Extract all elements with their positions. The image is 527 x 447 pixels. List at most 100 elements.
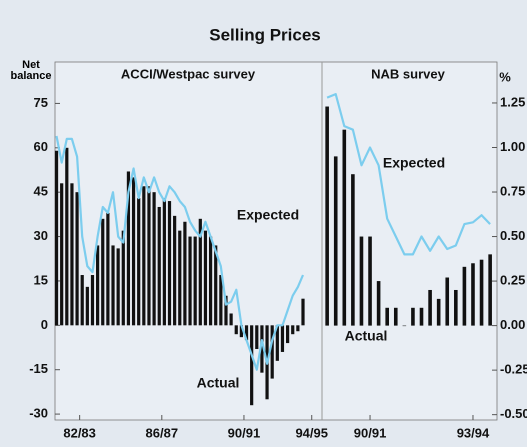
y-tick-label: 0.75 (500, 183, 525, 198)
bar (471, 263, 475, 326)
bar (411, 307, 415, 326)
bar (454, 289, 458, 326)
bar (291, 325, 295, 335)
bar (60, 183, 64, 326)
bar (224, 295, 228, 326)
bar (80, 275, 84, 326)
bar (70, 183, 74, 326)
series-label: Expected (383, 155, 445, 171)
bar (385, 307, 389, 326)
bar (333, 156, 338, 326)
bar (101, 218, 105, 326)
y-tick-label: -0.25 (500, 362, 527, 377)
bar (142, 186, 146, 326)
bar (479, 259, 484, 326)
bar (90, 275, 95, 326)
bar (173, 215, 177, 326)
bar (351, 174, 355, 326)
x-tick-label: 94/95 (295, 425, 328, 440)
bar (157, 206, 161, 326)
series-label: Expected (237, 207, 299, 223)
bar (368, 236, 372, 326)
bar (229, 313, 233, 326)
x-tick-label: 86/87 (146, 425, 179, 440)
bar (147, 186, 151, 326)
bar (325, 106, 329, 326)
series-label: Actual (345, 328, 388, 344)
bar (198, 218, 202, 326)
bar (260, 325, 264, 373)
bar (255, 325, 259, 349)
bar (445, 277, 450, 326)
panel-title: ACCI/Westpac survey (121, 66, 256, 81)
bar (436, 298, 441, 326)
bar (54, 150, 59, 326)
y-tick-label: -15 (29, 361, 48, 376)
bar (152, 192, 156, 326)
bar (250, 325, 254, 406)
bar (131, 177, 136, 326)
bar (296, 325, 300, 332)
x-tick-label: 93/94 (457, 425, 490, 440)
bar (208, 236, 213, 326)
y-tick-label: 45 (34, 184, 48, 199)
panel-title: NAB survey (371, 66, 445, 81)
chart-title: Selling Prices (209, 25, 321, 44)
bar (280, 325, 285, 352)
bar (419, 307, 424, 326)
bar (65, 147, 69, 326)
bar (219, 275, 223, 326)
y-axis-label: Net balance (10, 59, 52, 82)
series-label: Actual (197, 375, 240, 391)
bar (85, 286, 89, 326)
bar (234, 325, 238, 335)
y-tick-label: 0.00 (500, 317, 525, 332)
bar (342, 129, 347, 326)
y-tick-label: 15 (34, 272, 48, 287)
bar (106, 212, 110, 326)
bar (239, 325, 243, 338)
bar (214, 245, 218, 326)
bar (428, 289, 432, 326)
bar (275, 325, 279, 361)
y2-axis-label: % (499, 69, 511, 84)
bar (116, 248, 120, 326)
y-tick-label: 0.50 (500, 228, 525, 243)
bar (376, 281, 381, 326)
bar (193, 236, 197, 326)
x-tick-label: 90/91 (354, 425, 387, 440)
bar (244, 325, 249, 341)
bar (126, 171, 131, 326)
bar (393, 307, 398, 326)
y-tick-label: 0 (41, 317, 48, 332)
y-tick-label: -30 (29, 406, 48, 421)
y-tick-label: 30 (34, 228, 48, 243)
bar (270, 325, 274, 379)
bar (111, 245, 115, 326)
bar (285, 325, 290, 344)
bar (75, 192, 79, 326)
bar (359, 236, 364, 326)
bar (167, 201, 172, 326)
y-tick-label: 1.00 (500, 139, 525, 154)
bar (462, 266, 467, 326)
bar (96, 245, 100, 326)
bar (183, 221, 187, 326)
line-series (55, 135, 305, 371)
bar (162, 198, 166, 326)
y-tick-label: 0.25 (500, 273, 525, 288)
bar (121, 230, 125, 326)
bar (488, 254, 492, 326)
bar (301, 298, 305, 326)
x-tick-label: 82/83 (63, 425, 96, 440)
x-tick-label: 90/91 (228, 425, 261, 440)
bar (402, 325, 407, 327)
y-tick-label: 75 (34, 95, 48, 110)
line-series (326, 93, 491, 256)
y-tick-label: 60 (34, 139, 48, 154)
bar (137, 198, 141, 326)
bar (188, 236, 192, 326)
y-tick-label: -0.50 (500, 406, 527, 421)
bar (178, 230, 182, 326)
